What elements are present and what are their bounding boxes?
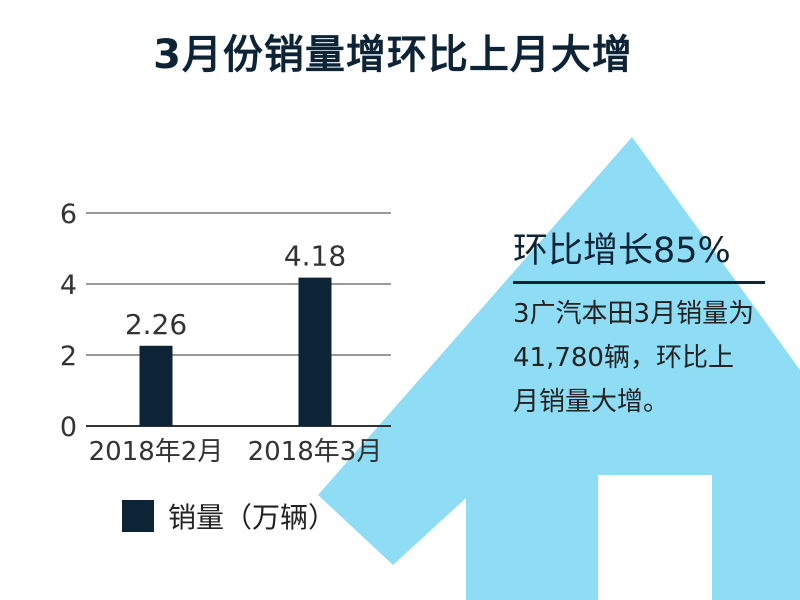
y-tick-label: 6 [60,199,77,230]
bar [139,345,173,426]
y-tick-label: 2 [60,341,77,372]
callout-heading: 环比增长85% [513,222,765,284]
callout-body: 3广汽本田3月销量为41,780辆，环比上月销量大增。 [513,299,755,417]
legend-swatch [122,500,154,532]
up-arrow-shape [318,137,800,600]
data-label: 2.26 [125,308,187,341]
x-category-label: 2018年2月 [89,437,224,467]
x-category-label: 2018年3月 [248,437,383,467]
legend-label: 销量（万辆） [168,501,337,534]
page-title: 3月份销量增环比上月大增 [153,32,633,78]
data-label: 4.18 [284,240,346,273]
growth-callout: 环比增长85% 3广汽本田3月销量为41,780辆，环比上月销量大增。 [513,222,765,424]
y-tick-label: 4 [60,270,77,301]
bar [298,277,332,426]
chart-legend: 销量（万辆） [122,496,336,536]
y-tick-label: 0 [60,412,77,443]
